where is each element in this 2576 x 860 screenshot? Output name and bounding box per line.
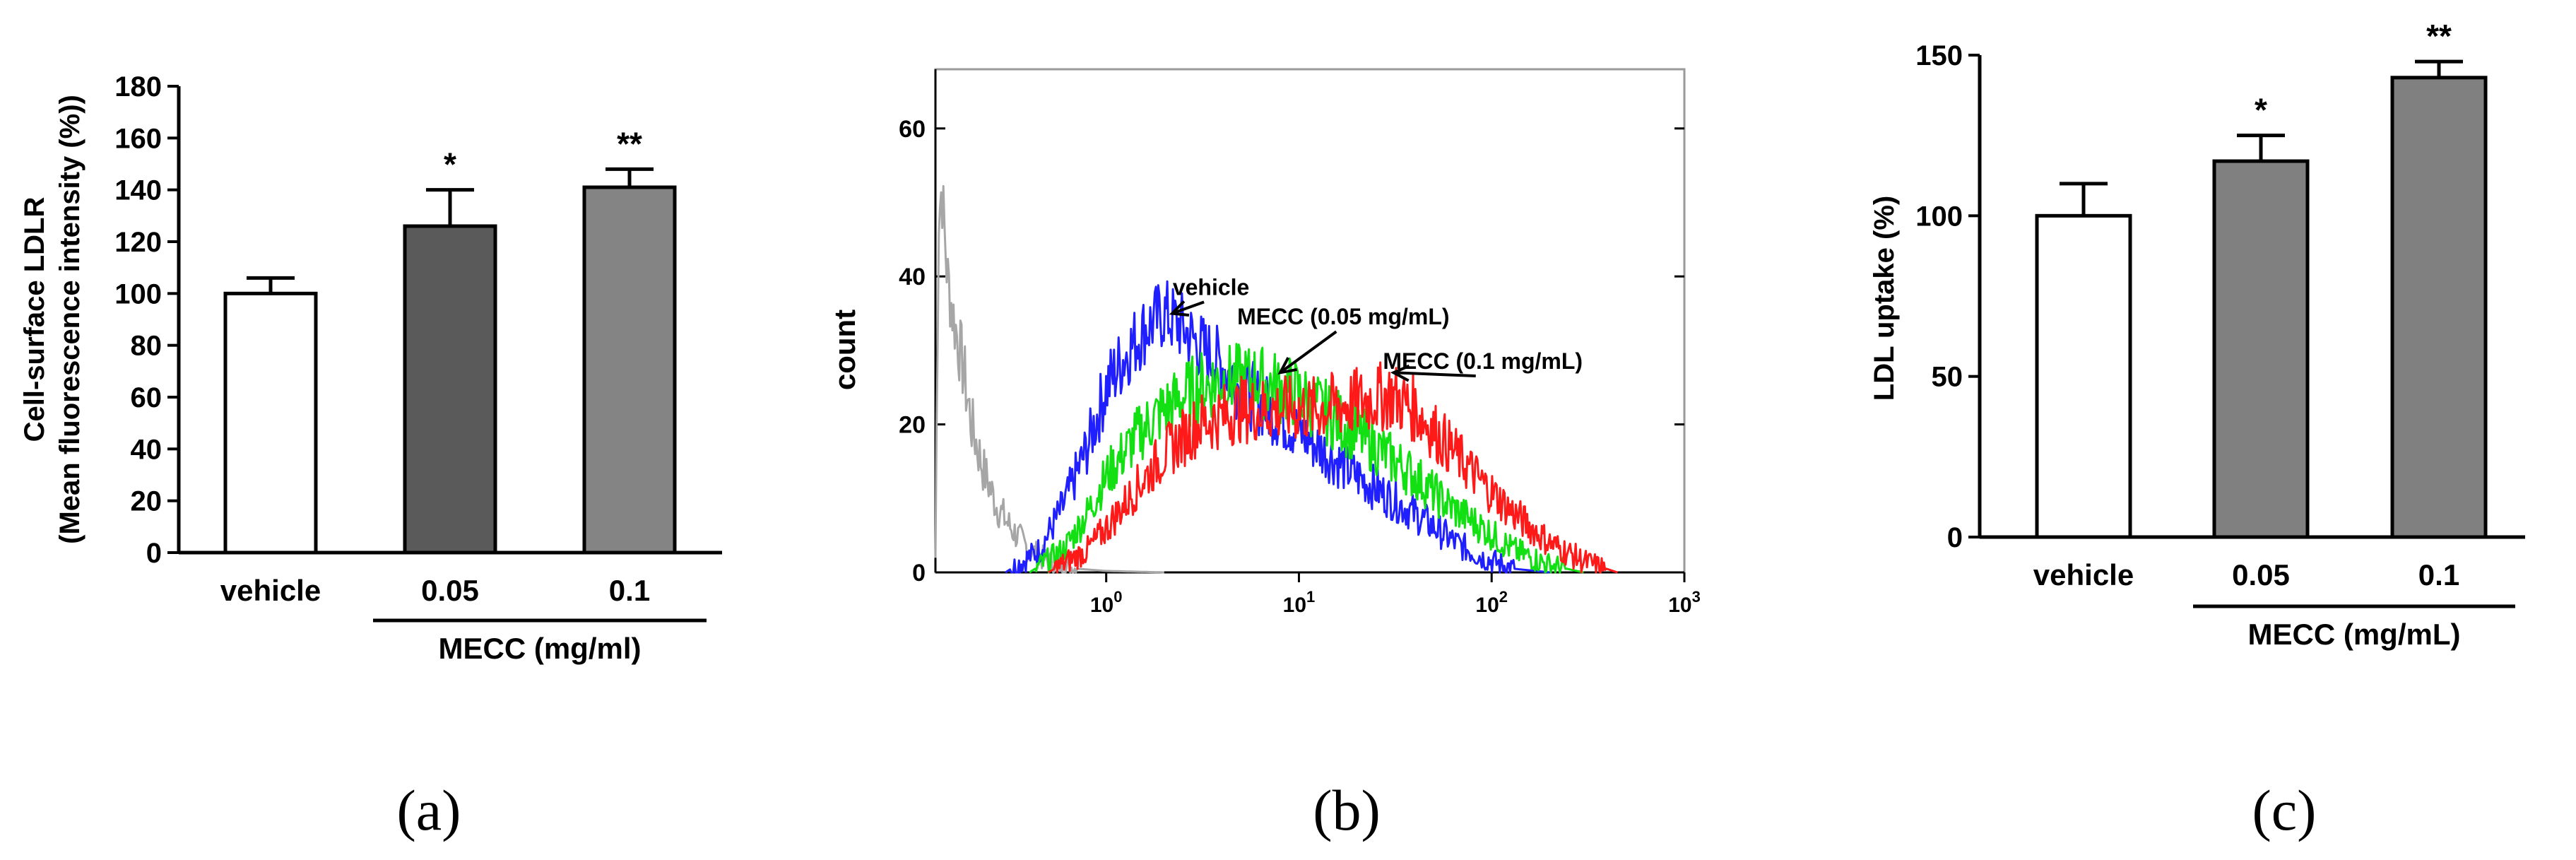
histogram-series <box>1047 361 1618 574</box>
histogram-series <box>1029 343 1584 574</box>
bar <box>2035 213 2132 539</box>
significance-mark: * <box>2255 92 2267 129</box>
x-tick-label: 0.05 <box>2232 558 2290 591</box>
arrow-head <box>1169 300 1190 317</box>
arrow-head <box>1277 357 1297 375</box>
y-tick-label: 120 <box>114 227 162 258</box>
panel-label: (b) <box>1313 778 1381 842</box>
y-axis-label: LDL uptake (%) <box>1869 196 1900 401</box>
y-tick-label: 60 <box>131 382 163 413</box>
panel-b: 0 20 40 60 100 101 102 103 vehicle MECC (0.05 mg/… <box>828 68 1701 842</box>
panel-label: (a) <box>396 778 461 842</box>
y-tick-label: 40 <box>131 434 163 465</box>
y-tick-label: 80 <box>131 331 163 362</box>
y-tick-label: 0 <box>912 560 926 587</box>
y-tick-label: 40 <box>899 264 926 290</box>
y-axis-label: (Mean fluorescence intensity (%)) <box>54 95 85 544</box>
y-tick-label: 180 <box>114 71 162 102</box>
annotation-label: vehicle <box>1173 274 1250 300</box>
arrow-head <box>1390 364 1410 382</box>
y-tick-label: 0 <box>146 538 162 569</box>
y-tick-label: 20 <box>131 486 163 517</box>
x-tick-label: vehicle <box>2033 558 2134 591</box>
y-tick-label: 0 <box>1947 522 1963 553</box>
y-tick-label: 100 <box>114 278 162 310</box>
x-tick-label: 0.1 <box>609 574 650 607</box>
x-tick-label: 102 <box>1475 588 1508 617</box>
x-tick-label: 0.05 <box>421 574 479 607</box>
significance-mark: ** <box>2426 18 2452 54</box>
annotation-arrow <box>1171 300 1205 315</box>
y-tick-label: 100 <box>1915 201 1963 232</box>
panel-label: (c) <box>2252 778 2316 842</box>
histogram-series <box>934 184 1164 574</box>
y-tick-label: 160 <box>114 123 162 154</box>
annotation-label: MECC (0.1 mg/mL) <box>1383 348 1583 374</box>
panel-a: 0 20 40 60 80 100 120 140 160 180 vehicle * 0.05 ** 0.… <box>19 71 722 842</box>
bar <box>582 185 677 555</box>
y-tick-label: 140 <box>114 175 162 206</box>
x-tick-label: vehicle <box>220 574 321 607</box>
y-tick-label: 150 <box>1915 40 1963 71</box>
annotation-arrow <box>1279 330 1337 374</box>
group-label: MECC (mg/mL) <box>2248 618 2461 651</box>
x-tick-label: 0.1 <box>2418 558 2459 591</box>
bar <box>223 291 318 555</box>
significance-mark: ** <box>617 125 642 162</box>
annotation-label: MECC (0.05 mg/mL) <box>1237 304 1449 329</box>
y-tick-label: 60 <box>899 116 926 143</box>
y-axis-label: Cell-surface LDLR <box>19 197 50 442</box>
y-axis-label: count <box>828 310 861 390</box>
x-tick-label: 100 <box>1090 588 1123 617</box>
panel-c: 0 50 100 150 vehicle * 0.05 ** 0.1 MECC (mg/mL) LD… <box>1869 18 2525 842</box>
y-tick-label: 20 <box>899 412 926 439</box>
bar <box>403 224 497 555</box>
bar <box>2212 159 2310 539</box>
x-tick-label: 103 <box>1668 588 1701 617</box>
y-tick-label: 50 <box>1932 362 1963 393</box>
bar <box>2390 76 2488 539</box>
x-tick-label: 101 <box>1283 588 1316 617</box>
group-label: MECC (mg/ml) <box>439 632 642 665</box>
annotation-arrow <box>1393 371 1476 378</box>
histogram-series <box>1005 280 1550 574</box>
significance-mark: * <box>444 146 456 183</box>
